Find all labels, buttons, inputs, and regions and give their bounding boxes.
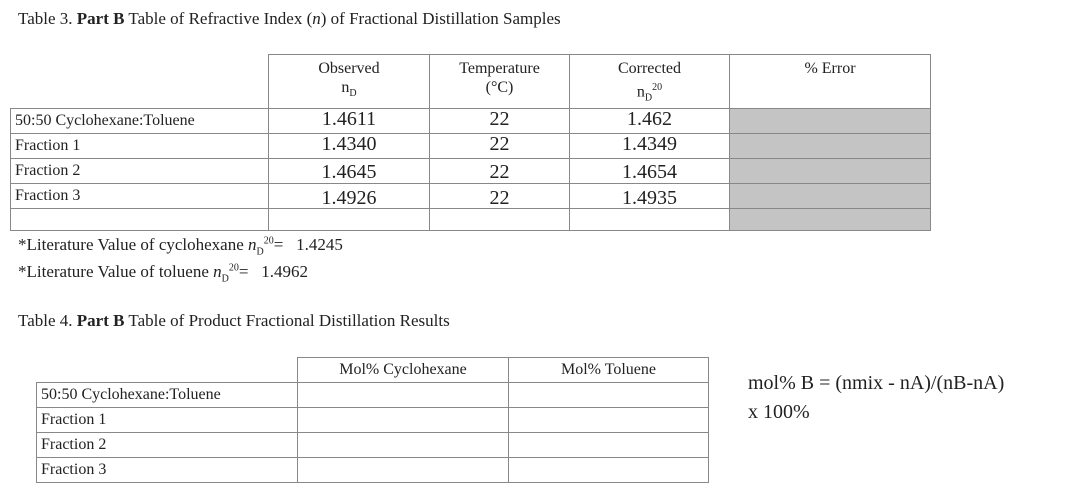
table-row: Fraction 2 1.4645 22 1.4654 [10,157,931,184]
table-row: Fraction 2 [36,432,709,458]
row-label: 50:50 Cyclohexane:Toluene [10,107,269,134]
header-mol-toluene: Mol% Toluene [508,357,709,383]
corrected-cell[interactable]: 1.4349 [569,132,730,159]
row-label: Fraction 2 [36,432,298,458]
literature-cyclohexane-label: *Literature Value of cyclohexane [18,235,249,254]
refractive-index-table: Observed nD Temperature (°C) Corrected n… [10,54,931,231]
header-observed-line2: nD [270,78,429,103]
row-label: 50:50 Cyclohexane:Toluene [36,382,298,408]
table-row: Fraction 3 [36,457,709,483]
table4-bold-part: Part B [76,311,125,330]
table3-header-blank [10,54,269,109]
temperature-cell[interactable] [429,207,570,231]
literature-toluene-value: 1.4962 [261,262,308,281]
table-row: 50:50 Cyclohexane:Toluene 1.4611 22 1.46… [10,107,931,134]
error-cell[interactable] [729,157,931,184]
table3-caption: Table 3. Part B Table of Refractive Inde… [18,9,561,29]
table3-title-var: n [312,9,321,28]
mol-cyclohexane-cell[interactable] [297,457,509,483]
literature-cyclohexane-value: 1.4245 [296,235,343,254]
header-corrected-line1: Corrected [617,60,682,77]
header-observed-n: n [341,79,350,96]
table-row: Fraction 3 1.4926 22 1.4935 [10,182,931,209]
mol-toluene-cell[interactable] [508,432,709,458]
header-observed-sub: D [349,88,357,100]
table3-bold-part: Part B [76,9,125,28]
header-temperature-line1: Temperature [459,60,540,77]
header-temperature: Temperature (°C) [429,54,570,109]
mol-toluene-cell[interactable] [508,457,709,483]
row-label: Fraction 1 [10,132,269,159]
row-label: Fraction 2 [10,157,269,184]
table3-label: Table 3. [18,9,73,28]
row-label[interactable] [10,207,269,231]
header-corrected-sup: 20 [652,82,663,93]
literature-toluene-sup: 20 [228,262,239,274]
mol-toluene-cell[interactable] [508,407,709,433]
error-cell[interactable] [729,182,931,209]
header-mol-cyclohexane: Mol% Cyclohexane [297,357,509,383]
mol-percent-formula-line2: x 100% [748,401,810,423]
table3-title-post: ) of Fractional Distillation Samples [320,9,561,28]
row-label: Fraction 3 [36,457,298,483]
row-label: Fraction 1 [36,407,298,433]
literature-toluene: *Literature Value of toluene nD20= 1.496… [18,262,308,284]
table3-header-row: Observed nD Temperature (°C) Corrected n… [10,54,931,109]
header-observed-line1: Observed [318,60,380,77]
mol-percent-formula-line1: mol% B = (nmix - nA)/(nB-nA) [748,372,1005,394]
table4-header-row: Mol% Cyclohexane Mol% Toluene [36,357,709,383]
table4-title: Table of Product Fractional Distillation… [128,311,450,330]
header-corrected-line2: nD20 [571,78,729,107]
corrected-cell[interactable] [569,207,730,231]
literature-cyclohexane-eq: = [273,235,284,254]
observed-cell[interactable]: 1.4340 [268,132,430,159]
error-cell[interactable] [729,132,931,159]
corrected-cell[interactable]: 1.462 [569,107,730,134]
table4-label: Table 4. [18,311,73,330]
table-row: 50:50 Cyclohexane:Toluene [36,382,709,408]
temperature-cell[interactable]: 22 [429,182,570,209]
mol-cyclohexane-cell[interactable] [297,407,509,433]
literature-toluene-eq: = [238,262,249,281]
header-error-label: % Error [804,60,856,77]
corrected-cell[interactable]: 1.4935 [569,182,730,209]
header-error: % Error [729,54,931,109]
table4-header-blank [36,357,298,383]
temperature-cell[interactable]: 22 [429,157,570,184]
table4-caption: Table 4. Part B Table of Product Fractio… [18,311,450,331]
literature-cyclohexane-sub: D [256,246,264,258]
error-cell[interactable] [729,107,931,134]
mol-cyclohexane-cell[interactable] [297,382,509,408]
header-temperature-line2: (°C) [485,79,514,96]
literature-cyclohexane: *Literature Value of cyclohexane nD20= 1… [18,235,343,257]
temperature-cell[interactable]: 22 [429,107,570,134]
mol-toluene-cell[interactable] [508,382,709,408]
literature-toluene-var: n [213,262,222,281]
literature-cyclohexane-sup: 20 [263,235,274,247]
table-row [10,207,931,231]
literature-toluene-label: *Literature Value of toluene [18,262,214,281]
header-corrected-sub: D [644,92,653,104]
mol-cyclohexane-cell[interactable] [297,432,509,458]
header-corrected: Corrected nD20 [569,54,730,109]
observed-cell[interactable]: 1.4926 [268,182,430,209]
row-label: Fraction 3 [10,182,269,209]
table3-title-pre: Table of Refractive Index ( [128,9,313,28]
temperature-cell[interactable]: 22 [429,132,570,159]
header-observed: Observed nD [268,54,430,109]
literature-toluene-sub: D [221,273,229,285]
observed-cell[interactable]: 1.4645 [268,157,430,184]
literature-cyclohexane-var: n [248,235,257,254]
header-corrected-n: n [636,83,645,101]
table-row: Fraction 1 [36,407,709,433]
error-cell[interactable] [729,207,931,231]
product-results-table: Mol% Cyclohexane Mol% Toluene 50:50 Cycl… [36,357,709,483]
table-row: Fraction 1 1.4340 22 1.4349 [10,132,931,159]
corrected-cell[interactable]: 1.4654 [569,157,730,184]
observed-cell[interactable]: 1.4611 [268,107,430,134]
observed-cell[interactable] [268,207,430,231]
